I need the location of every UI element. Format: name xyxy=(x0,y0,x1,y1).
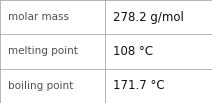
Text: melting point: melting point xyxy=(8,46,78,57)
Text: boiling point: boiling point xyxy=(8,81,74,91)
Text: 171.7 °C: 171.7 °C xyxy=(113,79,165,92)
Text: 278.2 g/mol: 278.2 g/mol xyxy=(113,11,184,24)
Text: molar mass: molar mass xyxy=(8,12,70,22)
Text: 108 °C: 108 °C xyxy=(113,45,153,58)
